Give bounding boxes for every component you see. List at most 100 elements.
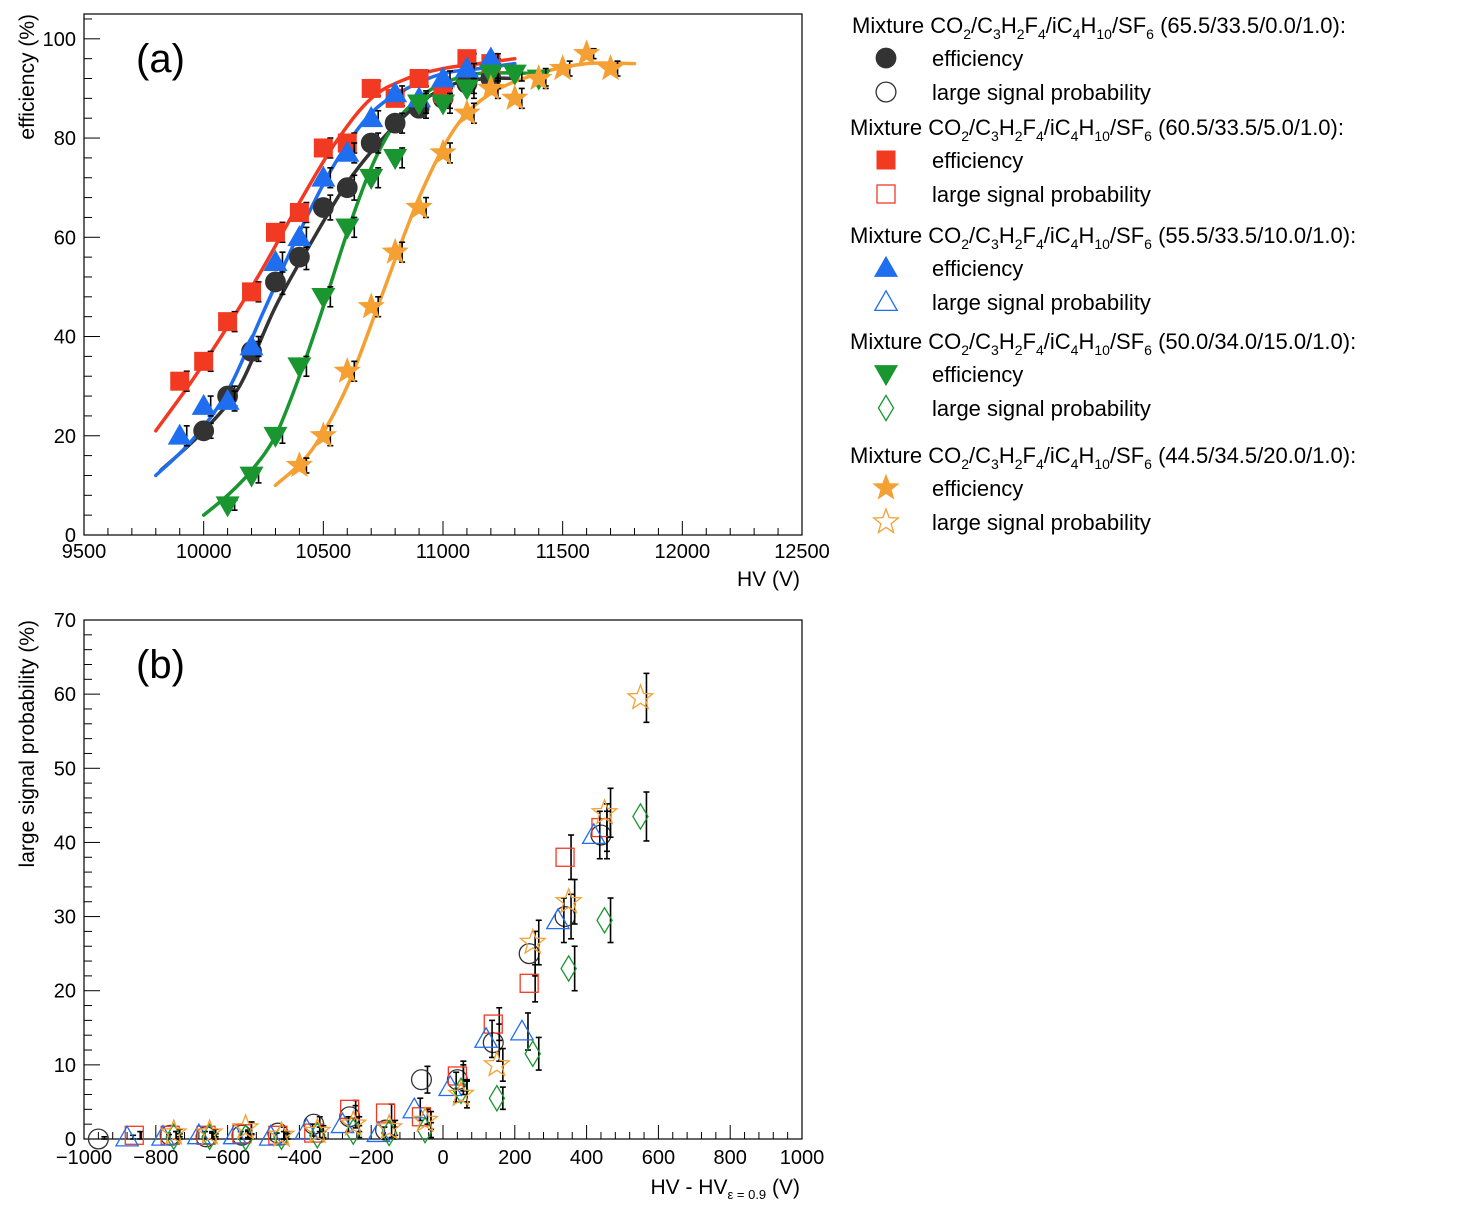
data-point-black bbox=[312, 197, 334, 218]
data-point-orange bbox=[501, 83, 529, 110]
data-point-orange bbox=[195, 1118, 224, 1146]
data-point-green bbox=[165, 1122, 183, 1151]
data-point-red bbox=[194, 351, 214, 371]
panel-a-label: (a) bbox=[136, 37, 185, 81]
legend-marker-large-signal-orange bbox=[871, 507, 901, 535]
data-point-green bbox=[359, 168, 384, 190]
data-point-orange bbox=[381, 237, 409, 264]
data-point-green bbox=[201, 1122, 218, 1151]
panel-a-x-tick-label: 9500 bbox=[62, 541, 107, 563]
data-point-blue bbox=[215, 388, 240, 410]
data-point-blue bbox=[287, 225, 312, 247]
data-point-orange bbox=[231, 1113, 260, 1140]
data-point-green bbox=[596, 906, 613, 935]
panel-b-y-tick-label: 20 bbox=[54, 981, 76, 1003]
data-point-blue bbox=[167, 423, 192, 445]
legend-label-large-signal: large signal probability bbox=[932, 396, 1151, 421]
panel-b-y-tick-label: 0 bbox=[65, 1129, 76, 1151]
legend: Mixture CO2/C3H2F4/iC4H10/SF6 (65.5/33.5… bbox=[850, 13, 1356, 535]
panel-b-x-tick-label: 800 bbox=[714, 1147, 747, 1169]
data-point-blue bbox=[454, 56, 479, 78]
data-point-blue bbox=[191, 393, 216, 415]
panel-b-x-axis-label: HV - HVε = 0.9 (V) bbox=[650, 1176, 800, 1202]
legend-label-efficiency: efficiency bbox=[932, 256, 1023, 281]
data-point-green bbox=[560, 954, 577, 983]
data-point-green bbox=[454, 79, 479, 101]
data-point-orange bbox=[525, 64, 553, 91]
data-point-orange bbox=[375, 1113, 404, 1140]
panel-a-x-axis-label: HV (V) bbox=[737, 568, 800, 591]
panel-a-x-tick-label: 12000 bbox=[655, 541, 711, 563]
panel-a-x-tick-label: 11500 bbox=[536, 541, 590, 563]
data-point-black bbox=[193, 420, 215, 442]
panel-a-x-tick-label: 10500 bbox=[296, 541, 352, 563]
panel-a-y-tick-label: 80 bbox=[54, 128, 76, 150]
data-point-black bbox=[518, 943, 540, 965]
data-point-orange bbox=[339, 1109, 368, 1137]
legend-heading-green: Mixture CO2/C3H2F4/iC4H10/SF6 (50.0/34.0… bbox=[850, 329, 1356, 358]
data-point-green bbox=[335, 218, 360, 240]
data-point-green bbox=[383, 149, 408, 171]
data-point-black bbox=[265, 271, 286, 293]
panel-b-x-tick-label: −800 bbox=[133, 1147, 178, 1169]
panel-b-frame bbox=[83, 619, 803, 1140]
data-point-blue bbox=[383, 81, 408, 103]
data-point-orange bbox=[626, 683, 655, 710]
legend-marker-efficiency-blue bbox=[873, 255, 899, 277]
data-point-red bbox=[361, 78, 381, 98]
data-point-green bbox=[488, 1084, 506, 1113]
panel-a-y-tick-label: 100 bbox=[43, 29, 76, 51]
data-point-orange bbox=[333, 356, 361, 383]
panel-b-y-tick-label: 50 bbox=[54, 758, 76, 780]
data-point-orange bbox=[590, 797, 619, 825]
data-point-red bbox=[519, 973, 539, 993]
legend-label-efficiency: efficiency bbox=[932, 476, 1023, 501]
panel-a-x-tick-label: 12500 bbox=[774, 541, 830, 563]
panel-b-large-signal-chart: −1000 −800 −600 −400 −200 0 200 400 600 800 1000 0 1… bbox=[16, 610, 824, 1202]
data-point-red bbox=[555, 847, 575, 867]
panel-a-x-tick-label: 10000 bbox=[176, 541, 232, 563]
data-point-blue bbox=[430, 66, 456, 88]
data-point-orange bbox=[405, 193, 433, 220]
panel-b-y-tick-label: 30 bbox=[54, 907, 76, 929]
data-point-blue bbox=[335, 140, 360, 162]
data-point-blue bbox=[239, 334, 264, 356]
data-point-orange bbox=[303, 1116, 332, 1144]
data-point-black bbox=[590, 824, 612, 846]
data-point-green bbox=[407, 94, 432, 116]
data-point-red bbox=[218, 312, 238, 332]
panel-a-data-points bbox=[167, 39, 625, 518]
data-point-blue bbox=[294, 1117, 319, 1140]
data-point-orange bbox=[453, 98, 481, 125]
data-point-blue bbox=[359, 106, 384, 128]
data-point-orange bbox=[159, 1118, 188, 1146]
legend-marker-efficiency-green bbox=[873, 365, 899, 387]
data-point-orange bbox=[429, 138, 457, 165]
panel-a-x-tick-label: 11000 bbox=[416, 541, 470, 563]
data-point-red bbox=[170, 371, 190, 391]
data-point-red bbox=[340, 1099, 360, 1119]
data-point-orange bbox=[554, 886, 583, 914]
data-point-orange bbox=[596, 54, 625, 81]
data-point-green bbox=[524, 1039, 542, 1068]
panel-b-y-tick-label: 40 bbox=[54, 832, 76, 854]
panel-b-x-tick-label: −600 bbox=[205, 1147, 250, 1169]
data-point-orange bbox=[309, 421, 338, 448]
panel-a-ticks: 9500 10000 10500 11000 11500 12000 12500 0 20 40 6… bbox=[43, 18, 830, 563]
data-point-blue bbox=[330, 1111, 355, 1134]
data-point-green bbox=[311, 287, 336, 309]
data-point-red bbox=[375, 1103, 396, 1123]
panel-b-y-tick-label: 70 bbox=[54, 610, 76, 632]
data-point-red bbox=[265, 222, 285, 242]
panel-a-y-tick-label: 60 bbox=[54, 227, 76, 249]
panel-b-x-tick-label: 600 bbox=[642, 1147, 675, 1169]
panel-b-y-axis-label: large signal probability (%) bbox=[16, 620, 39, 867]
data-point-black bbox=[87, 1128, 109, 1150]
data-point-green bbox=[263, 426, 288, 448]
data-point-green bbox=[416, 1116, 434, 1144]
legend-heading-red: Mixture CO2/C3H2F4/iC4H10/SF6 (60.5/33.5… bbox=[850, 115, 1344, 144]
data-point-blue bbox=[509, 1019, 535, 1041]
panel-b-x-tick-label: 1000 bbox=[780, 1147, 825, 1169]
panel-a-y-tick-label: 40 bbox=[54, 327, 76, 349]
